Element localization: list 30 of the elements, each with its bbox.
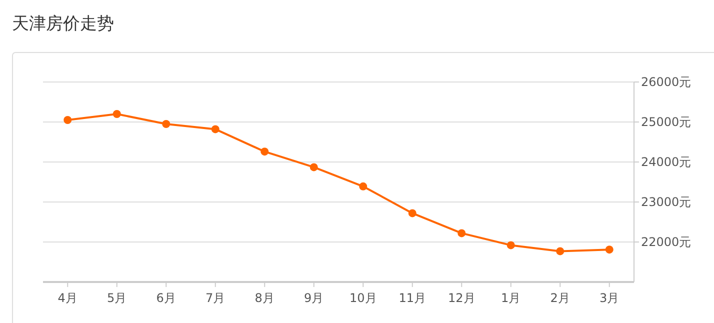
- x-tick-label: 12月: [448, 291, 476, 305]
- point: [310, 163, 318, 172]
- point: [506, 241, 515, 250]
- chart-title: 天津房价走势: [12, 14, 114, 34]
- point: [211, 125, 220, 134]
- x-tick-label: 1月: [501, 291, 521, 305]
- y-tick-label: 26000元: [641, 75, 692, 90]
- point: [556, 247, 564, 256]
- x-tick-label: 8月: [254, 291, 274, 305]
- x-tick-label: 6月: [156, 291, 176, 305]
- point: [458, 229, 466, 238]
- y-tick-label: 24000元: [641, 155, 692, 170]
- point: [112, 110, 121, 118]
- x-tick-label: 11月: [398, 291, 426, 305]
- x-tick-label: 10月: [349, 291, 377, 305]
- x-tick-label: 2月: [550, 291, 570, 305]
- point: [162, 120, 170, 128]
- x-tick-label: 4月: [58, 291, 78, 305]
- point: [64, 116, 72, 124]
- x-tick-label: 7月: [206, 291, 226, 305]
- x-tick-label: 3月: [600, 291, 620, 305]
- y-tick-label: 25000元: [641, 115, 692, 130]
- point: [605, 246, 614, 254]
- y-tick-label: 22000元: [641, 235, 692, 250]
- point: [359, 182, 368, 190]
- point: [408, 209, 416, 218]
- x-tick-label: 9月: [304, 291, 324, 305]
- point: [260, 148, 269, 156]
- x-tick-label: 5月: [107, 291, 127, 305]
- y-tick-label: 23000元: [641, 195, 692, 210]
